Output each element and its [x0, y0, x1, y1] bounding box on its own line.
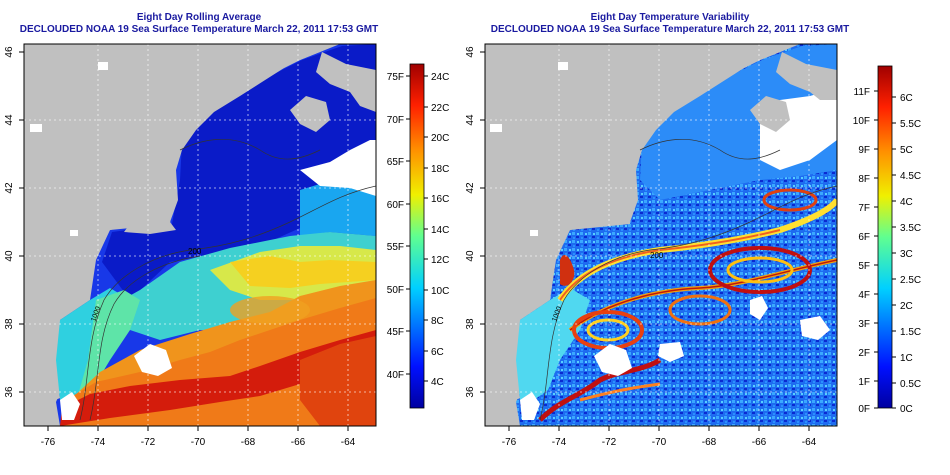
- right-y-tick: 38: [465, 318, 476, 330]
- left-contour-label: 200: [188, 247, 202, 256]
- right-cb-f-label: 0F: [858, 404, 870, 415]
- left-cb-f-label: 65F: [387, 157, 404, 168]
- left-cb-f-label: 50F: [387, 285, 404, 296]
- left-contour-label: 1000: [90, 306, 102, 323]
- left-cb-f-label: 40F: [387, 370, 404, 381]
- right-contour-label: 1000: [551, 306, 563, 323]
- right-title-line2: DECLOUDED NOAA 19 Sea Surface Temperatur…: [490, 24, 850, 35]
- right-x-tick: -72: [602, 437, 617, 448]
- right-cb-f-label: 7F: [858, 203, 870, 214]
- right-cb-f-label: 5F: [858, 261, 870, 272]
- left-colorbar: 75F 70F 65F 60F 55F 50F 45F 40F 24C 22C …: [387, 63, 449, 409]
- left-cb-c-label: 20C: [431, 133, 449, 144]
- left-y-tick: 36: [4, 386, 15, 398]
- right-cb-c-label: 2.5C: [900, 275, 921, 286]
- right-cb-c-label: 5.5C: [900, 119, 921, 130]
- right-cb-c-label: 0C: [900, 404, 913, 415]
- right-y-tick: 42: [465, 182, 476, 194]
- right-cb-f-label: 3F: [858, 319, 870, 330]
- right-cb-c-label: 4.5C: [900, 171, 921, 182]
- left-cb-c-label: 14C: [431, 225, 449, 236]
- right-cb-f-label: 8F: [858, 174, 870, 185]
- left-cb-c-label: 4C: [431, 377, 444, 388]
- right-cb-f-label: 1F: [858, 377, 870, 388]
- left-cb-f-label: 60F: [387, 200, 404, 211]
- left-title: Eight Day Rolling Average DECLOUDED NOAA…: [0, 12, 398, 36]
- right-cb-c-label: 5C: [900, 145, 913, 156]
- right-colorbar: 11F 10F 9F 8F 7F 6F 5F 4F 3F 2F 1F 0F 6C…: [853, 65, 921, 415]
- right-contour-label: 200: [650, 251, 664, 260]
- left-cb-c-label: 8C: [431, 316, 444, 327]
- left-cb-f-label: 55F: [387, 242, 404, 253]
- right-title-line1: Eight Day Temperature Variability: [590, 12, 750, 23]
- right-x-tick: -66: [752, 437, 767, 448]
- right-cb-f-label: 10F: [853, 116, 870, 127]
- right-cb-c-label: 3C: [900, 249, 913, 260]
- right-cb-c-label: 1.5C: [900, 327, 921, 338]
- left-x-tick: -70: [191, 437, 206, 448]
- right-cb-c-label: 0.5C: [900, 379, 921, 390]
- left-x-tick: -74: [91, 437, 106, 448]
- left-y-tick: 44: [4, 114, 15, 126]
- right-x-tick: -70: [652, 437, 667, 448]
- right-x-tick: -76: [502, 437, 517, 448]
- right-y-tick: 36: [465, 386, 476, 398]
- left-title-line2: DECLOUDED NOAA 19 Sea Surface Temperatur…: [19, 24, 379, 35]
- left-x-tick: -64: [341, 437, 356, 448]
- left-y-tick: 38: [4, 318, 15, 330]
- right-cb-f-label: 2F: [858, 348, 870, 359]
- left-cb-c-label: 12C: [431, 255, 449, 266]
- left-x-tick: -66: [291, 437, 306, 448]
- left-cb-f-label: 75F: [387, 72, 404, 83]
- right-cb-f-label: 6F: [858, 232, 870, 243]
- right-title: Eight Day Temperature Variability DECLOU…: [470, 12, 870, 36]
- right-cb-c-label: 6C: [900, 93, 913, 104]
- left-cb-f-label: 45F: [387, 327, 404, 338]
- right-cb-f-label: 9F: [858, 145, 870, 156]
- left-y-tick: 40: [4, 250, 15, 262]
- left-cb-c-label: 6C: [431, 347, 444, 358]
- right-x-tick: -64: [802, 437, 817, 448]
- left-cb-c-label: 22C: [431, 103, 449, 114]
- right-y-tick: 40: [465, 250, 476, 262]
- left-x-tick: -76: [41, 437, 56, 448]
- right-cb-f-label: 11F: [854, 87, 871, 98]
- left-cb-c-label: 24C: [431, 72, 449, 83]
- left-map: 200 1000 -76 -74 -72 -70 -68 -66 -64 36 …: [4, 43, 377, 448]
- left-y-tick: 46: [4, 46, 15, 58]
- right-cb-c-label: 1C: [900, 353, 913, 364]
- right-cb-f-label: 4F: [858, 290, 870, 301]
- left-y-tick: 42: [4, 182, 15, 194]
- right-x-tick: -68: [702, 437, 717, 448]
- right-cb-c-label: 4C: [900, 197, 913, 208]
- left-cb-f-label: 70F: [387, 115, 404, 126]
- right-cb-c-label: 3.5C: [900, 223, 921, 234]
- left-cb-c-label: 10C: [431, 286, 449, 297]
- left-cb-c-label: 16C: [431, 194, 449, 205]
- right-y-tick: 46: [465, 46, 476, 58]
- left-title-line1: Eight Day Rolling Average: [136, 12, 262, 23]
- right-y-tick: 44: [465, 114, 476, 126]
- left-x-tick: -72: [141, 437, 156, 448]
- right-cb-c-label: 2C: [900, 301, 913, 312]
- left-x-tick: -68: [241, 437, 256, 448]
- right-map: 200 1000 -76 -74 -72 -70 -68 -66 -64 36 …: [465, 43, 838, 448]
- left-cb-c-label: 18C: [431, 164, 449, 175]
- right-x-tick: -74: [552, 437, 567, 448]
